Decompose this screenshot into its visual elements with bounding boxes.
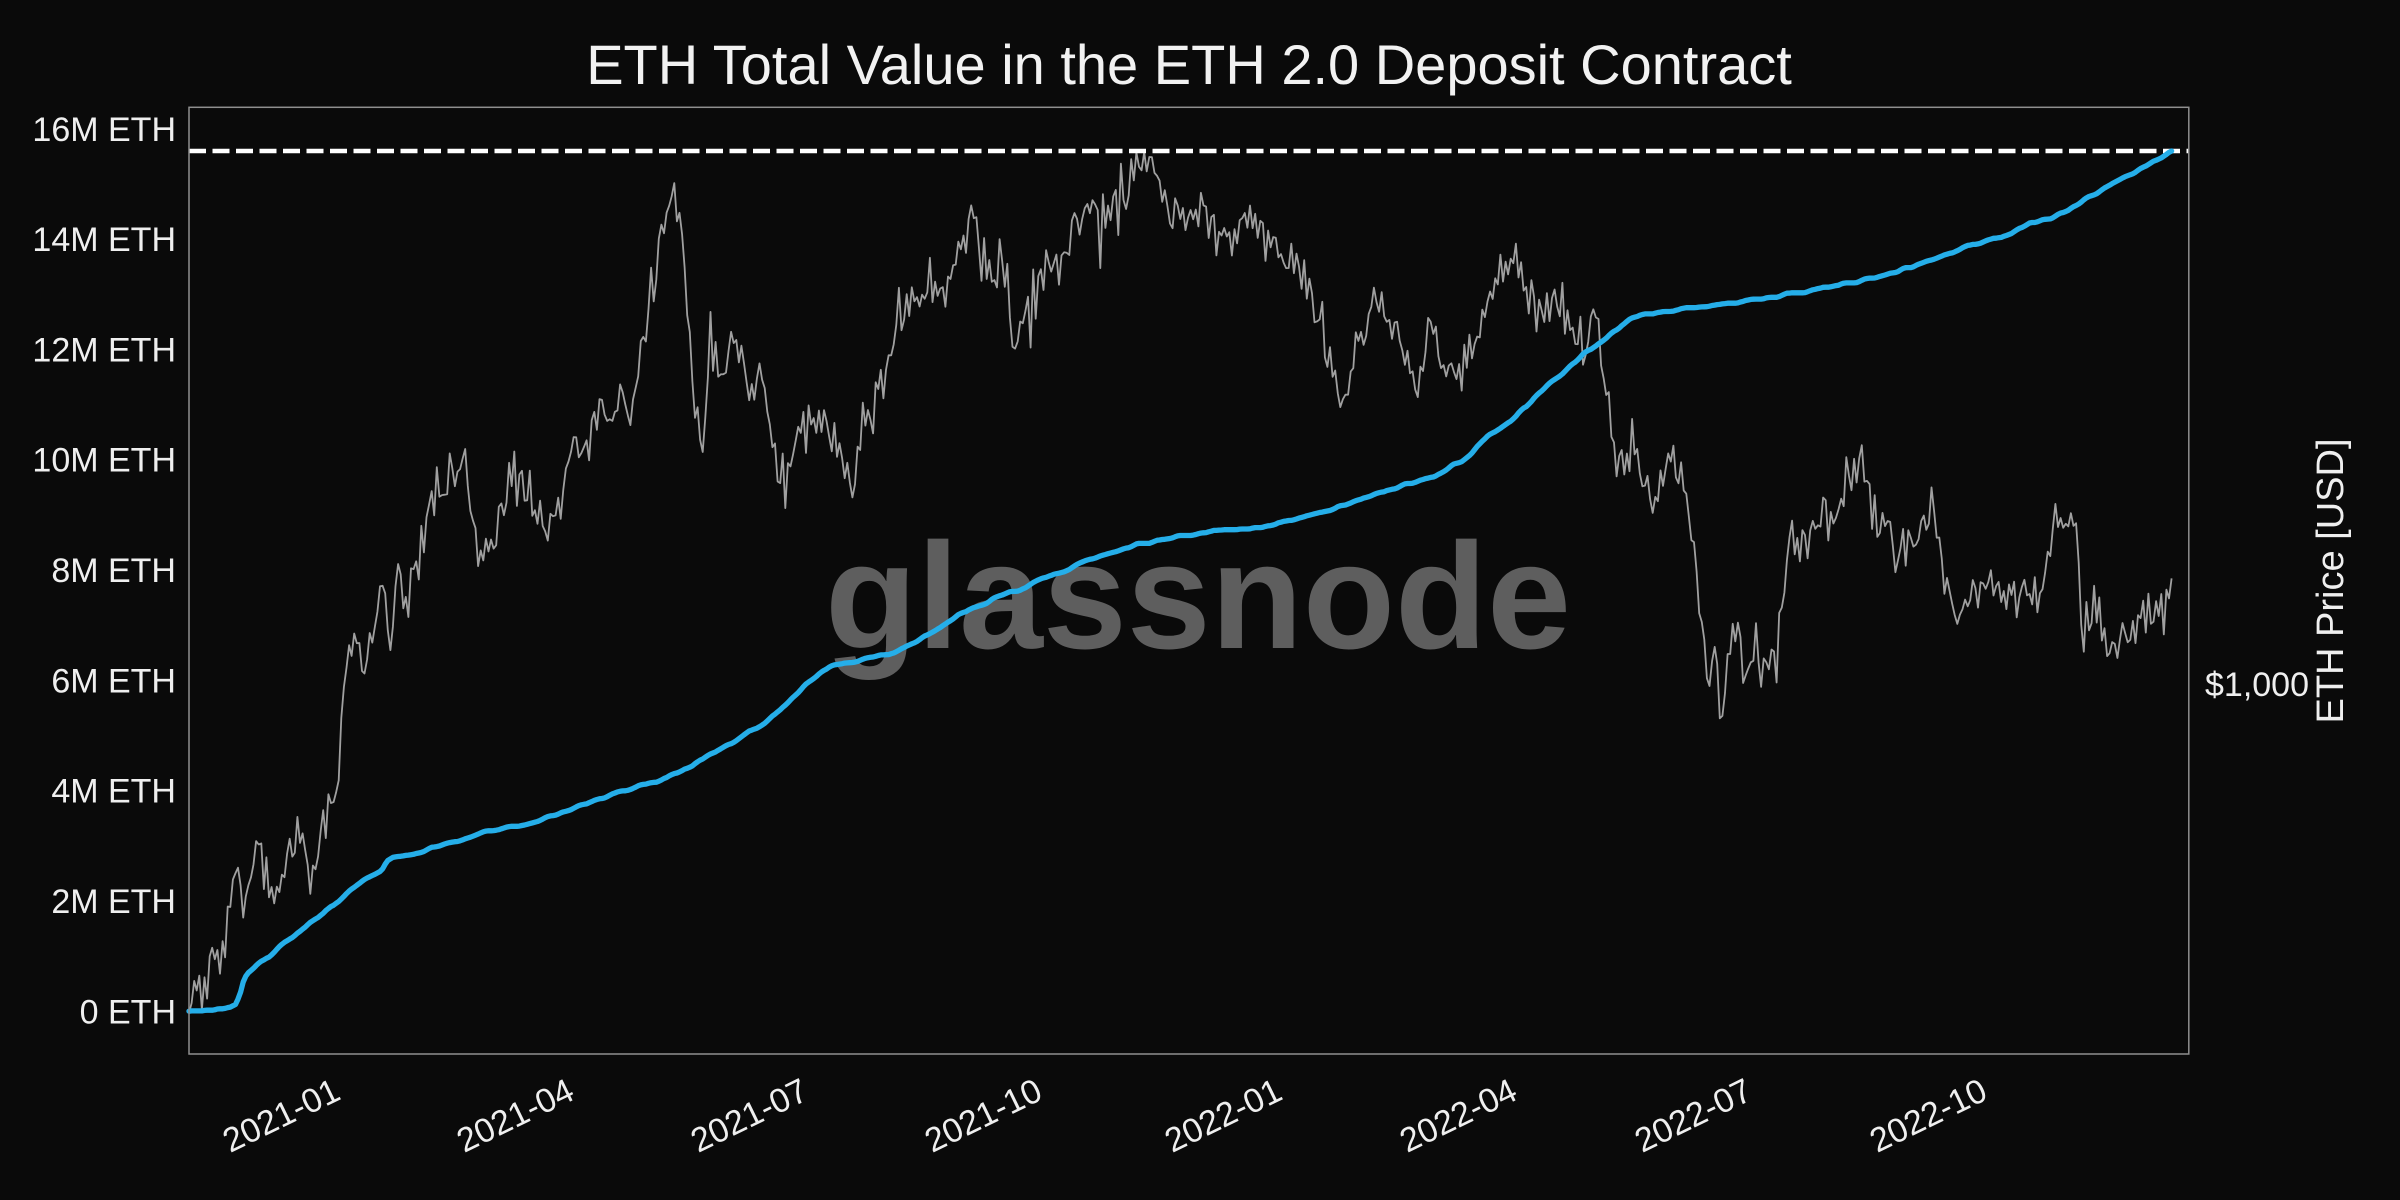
svg-text:12M ETH: 12M ETH: [32, 331, 176, 369]
svg-text:10M ETH: 10M ETH: [32, 442, 176, 480]
svg-text:0 ETH: 0 ETH: [80, 993, 176, 1031]
svg-text:6M ETH: 6M ETH: [51, 662, 176, 700]
svg-text:8M ETH: 8M ETH: [51, 552, 176, 590]
svg-text:14M ETH: 14M ETH: [32, 221, 176, 259]
svg-text:glassnode: glassnode: [825, 511, 1571, 680]
svg-text:ETH Total Value in the ETH 2.0: ETH Total Value in the ETH 2.0 Deposit C…: [586, 33, 1792, 96]
svg-text:2M ETH: 2M ETH: [51, 883, 176, 921]
svg-text:16M ETH: 16M ETH: [32, 111, 176, 149]
svg-text:$1,000: $1,000: [2205, 666, 2309, 704]
svg-text:4M ETH: 4M ETH: [51, 773, 176, 811]
svg-text:ETH Price [USD]: ETH Price [USD]: [2310, 438, 2352, 723]
